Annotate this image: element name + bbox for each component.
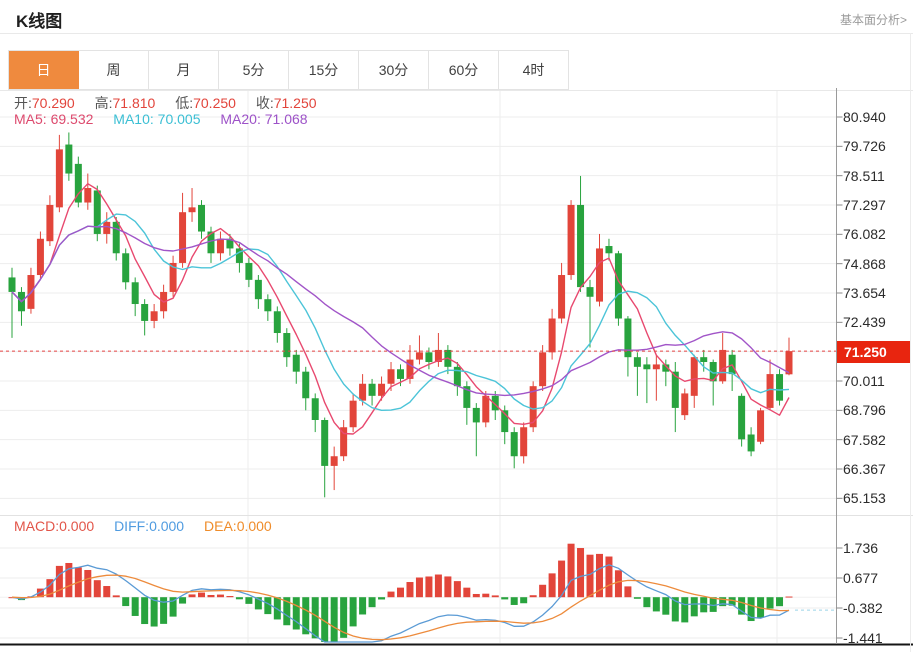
ma10-value: 70.005 — [157, 111, 201, 127]
tab-day[interactable]: 日 — [9, 51, 79, 89]
dea-value: 0.000 — [236, 518, 272, 534]
interval-tabs: 日 周 月 5分 15分 30分 60分 4时 — [8, 50, 569, 90]
close-value: 71.250 — [273, 95, 317, 111]
chart-area: 开:70.290 高:71.810 低:70.250 收:71.250 MA5:… — [0, 88, 913, 646]
macd-label: MACD: — [14, 518, 60, 534]
fundamental-analysis-link[interactable]: 基本面分析> — [839, 13, 907, 27]
diff-pair: DIFF:0.000 — [114, 518, 184, 534]
ma5-value: 69.532 — [50, 111, 94, 127]
current-price-badge: 71.250 — [837, 340, 911, 363]
price-axis-label: 65.153 — [843, 490, 886, 507]
kline-chart — [0, 88, 913, 646]
diff-value: 0.000 — [149, 518, 185, 534]
high-label: 高: — [94, 95, 113, 111]
price-axis-label: 73.654 — [843, 284, 886, 301]
close-label: 收: — [255, 95, 274, 111]
tab-5min[interactable]: 5分 — [219, 51, 289, 89]
macd-pair: MACD:0.000 — [14, 518, 94, 534]
high-pair: 高:71.810 — [95, 95, 156, 111]
ma5-pair: MA5: 69.532 — [14, 111, 93, 127]
macd-axis-label: 1.736 — [843, 540, 879, 556]
ma20-value: 71.068 — [264, 111, 308, 127]
macd-value: 0.000 — [59, 518, 95, 534]
macd-axis-label: -1.441 — [843, 630, 883, 646]
macd-legend: MACD:0.000 DIFF:0.000 DEA:0.000 — [14, 518, 288, 534]
page-right-border — [910, 33, 911, 652]
low-label: 低: — [175, 95, 194, 111]
high-value: 71.810 — [112, 95, 156, 111]
ma-legend: MA5: 69.532 MA10: 70.005 MA20: 71.068 — [14, 111, 324, 127]
ohlc-legend: 开:70.290 高:71.810 低:70.250 收:71.250 — [14, 93, 333, 113]
macd-axis-label: -0.382 — [843, 600, 883, 616]
diff-label: DIFF: — [114, 518, 150, 534]
price-axis-label: 67.582 — [843, 431, 886, 448]
tab-week[interactable]: 周 — [79, 51, 149, 89]
tab-month[interactable]: 月 — [149, 51, 219, 89]
macd-axis-label: 0.677 — [843, 570, 879, 586]
price-axis-label: 78.511 — [843, 167, 885, 184]
dea-label: DEA: — [204, 518, 237, 534]
price-axis-label: 80.940 — [843, 109, 886, 125]
close-pair: 收:71.250 — [256, 95, 317, 111]
ma10-label: MA10: — [113, 111, 154, 127]
ma20-pair: MA20: 71.068 — [220, 111, 307, 127]
ma5-label: MA5: — [14, 111, 47, 127]
ma20-label: MA20: — [220, 111, 261, 127]
tab-15min[interactable]: 15分 — [289, 51, 359, 89]
tab-30min[interactable]: 30分 — [359, 51, 429, 89]
price-axis-label: 77.297 — [843, 196, 886, 213]
price-axis-label: 79.726 — [843, 138, 886, 155]
price-axis-label: 74.868 — [843, 255, 886, 272]
tab-60min[interactable]: 60分 — [429, 51, 499, 89]
price-axis-label: 70.011 — [843, 372, 885, 389]
low-value: 70.250 — [193, 95, 236, 111]
ma10-pair: MA10: 70.005 — [113, 111, 200, 127]
open-pair: 开:70.290 — [14, 95, 75, 111]
low-pair: 低:70.250 — [175, 95, 236, 111]
open-value: 70.290 — [31, 95, 75, 111]
price-axis-label: 68.796 — [843, 402, 886, 419]
price-axis-label: 72.439 — [843, 314, 886, 331]
price-axis-label: 76.082 — [843, 226, 886, 243]
tab-4hour[interactable]: 4时 — [499, 51, 568, 89]
dea-pair: DEA:0.000 — [204, 518, 272, 534]
price-axis-label: 66.367 — [843, 460, 886, 477]
page-title: K线图 — [16, 12, 63, 31]
header-divider — [0, 33, 913, 34]
open-label: 开: — [14, 95, 32, 111]
